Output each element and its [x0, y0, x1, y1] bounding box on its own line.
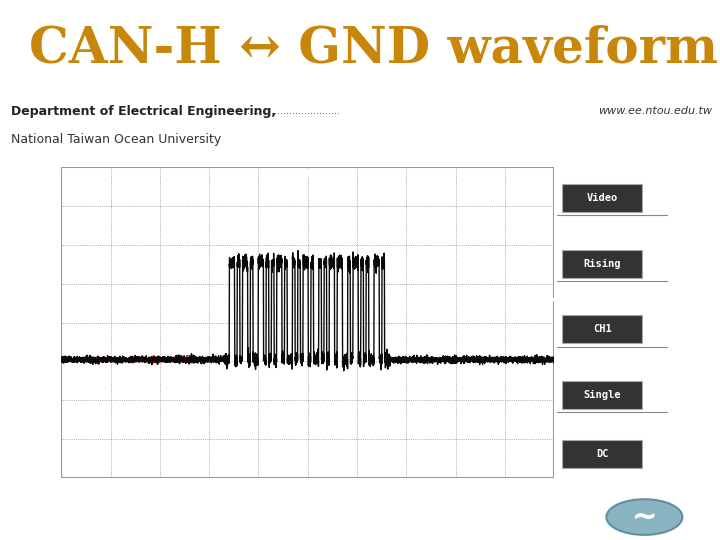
Text: Coupling: Coupling: [573, 427, 619, 437]
Text: Mode: Mode: [573, 364, 601, 375]
Text: Single: Single: [584, 390, 621, 400]
Text: 1→: 1→: [34, 355, 46, 365]
Bar: [562, 315, 642, 343]
Text: CAN-H ↔ GND waveform: CAN-H ↔ GND waveform: [29, 24, 718, 73]
Text: National Taiwan Ocean University: National Taiwan Ocean University: [11, 133, 221, 146]
Bar: [562, 184, 642, 212]
Text: Tek: Tek: [76, 152, 100, 165]
Bar: [562, 440, 642, 468]
Text: Slope: Slope: [573, 233, 603, 243]
Text: CH1: CH1: [593, 325, 612, 334]
Text: Edge: Edge: [573, 174, 600, 184]
Text: TRIGGER: TRIGGER: [466, 153, 516, 164]
Text: Rising: Rising: [584, 259, 621, 269]
Bar: [562, 249, 642, 278]
Text: GND: GND: [172, 355, 192, 365]
Text: ~: ~: [631, 503, 657, 531]
Text: .............................................: ........................................…: [205, 106, 340, 117]
Text: CH1  1.00V     CH2  5.00V     M 25μs          CH1  ╱  3.04V: CH1 1.00V CH2 5.00V M 25μs CH1 ╱ 3.04V: [76, 484, 445, 496]
Text: www.ee.ntou.edu.tw: www.ee.ntou.edu.tw: [598, 106, 711, 117]
Text: Video: Video: [587, 193, 618, 203]
Text: ● Stop: ● Stop: [199, 153, 238, 164]
Text: Il.: Il.: [130, 153, 140, 164]
Bar: [562, 381, 642, 409]
Text: Department of Electrical Engineering,: Department of Electrical Engineering,: [11, 105, 276, 118]
Circle shape: [606, 499, 683, 535]
Text: M Pos: 40.00μs: M Pos: 40.00μs: [308, 153, 392, 164]
Text: Source: Source: [573, 299, 609, 309]
Text: DC: DC: [596, 449, 608, 459]
